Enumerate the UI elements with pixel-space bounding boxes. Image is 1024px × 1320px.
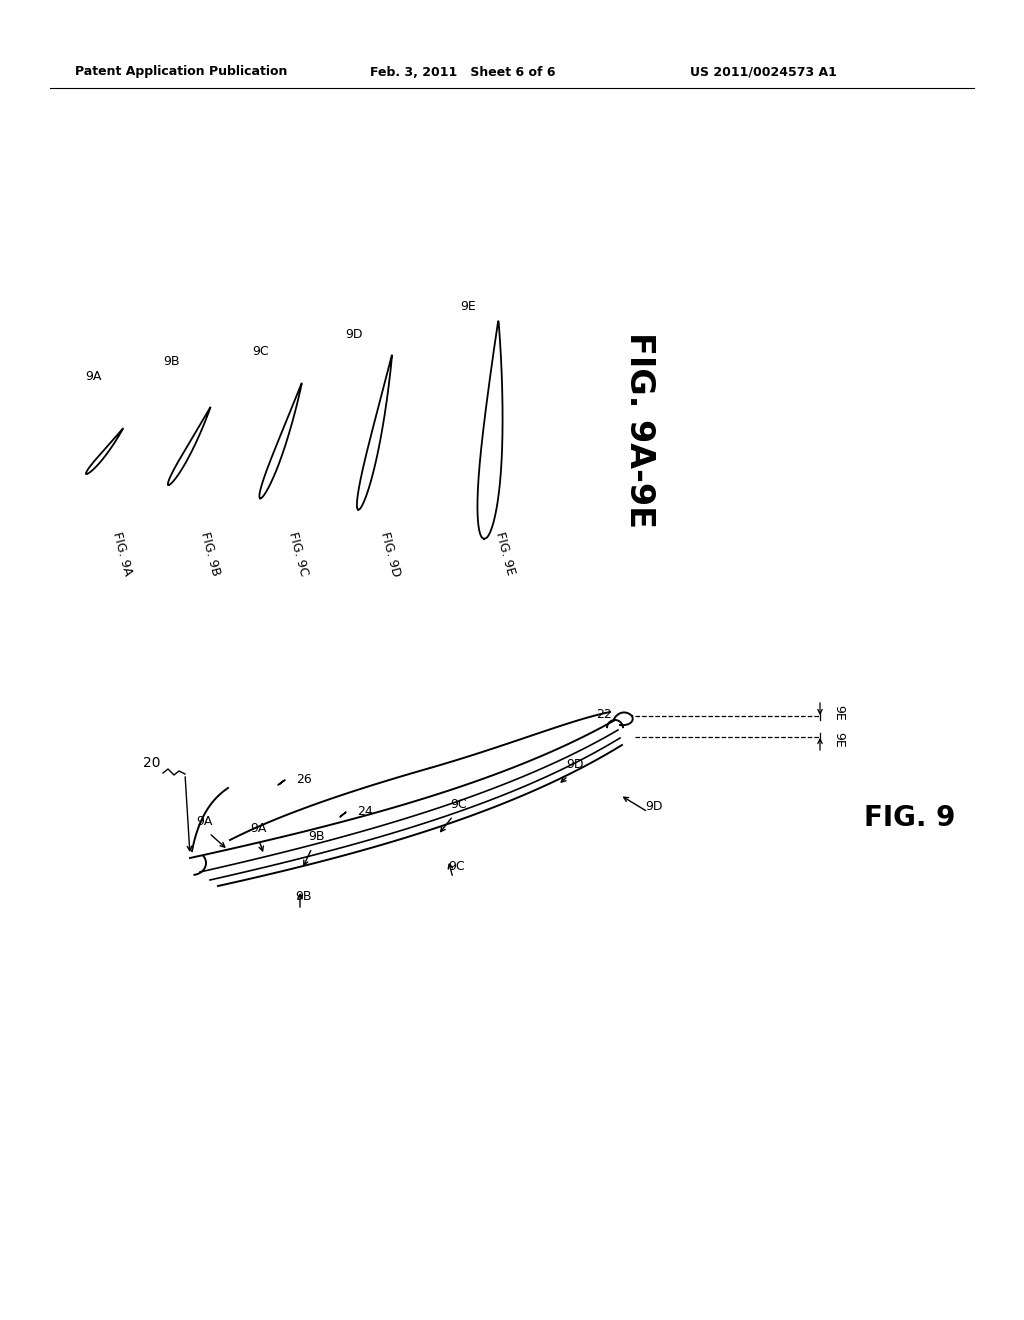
Text: Patent Application Publication: Patent Application Publication	[75, 66, 288, 78]
Text: FIG. 9A: FIG. 9A	[110, 531, 134, 577]
Text: 9B: 9B	[308, 830, 325, 843]
Text: FIG. 9D: FIG. 9D	[378, 531, 402, 578]
Text: Feb. 3, 2011   Sheet 6 of 6: Feb. 3, 2011 Sheet 6 of 6	[370, 66, 555, 78]
Text: 9C: 9C	[449, 861, 465, 873]
Text: 9A: 9A	[196, 814, 212, 828]
Text: 9E: 9E	[460, 300, 476, 313]
Text: 9E: 9E	[831, 705, 845, 721]
Text: FIG. 9B: FIG. 9B	[198, 531, 222, 577]
Text: FIG. 9C: FIG. 9C	[286, 531, 310, 577]
Text: 9B: 9B	[163, 355, 179, 368]
Text: 9C: 9C	[450, 799, 467, 810]
Text: 9D: 9D	[345, 327, 362, 341]
Text: 22: 22	[596, 708, 611, 721]
Text: US 2011/0024573 A1: US 2011/0024573 A1	[690, 66, 837, 78]
Text: 9E: 9E	[831, 733, 845, 748]
Text: FIG. 9: FIG. 9	[864, 804, 955, 832]
Text: 9B: 9B	[295, 890, 311, 903]
Text: 26: 26	[296, 774, 311, 785]
Text: FIG. 9A-9E: FIG. 9A-9E	[624, 333, 656, 528]
Text: FIG. 9E: FIG. 9E	[493, 531, 517, 576]
Text: 9A: 9A	[85, 370, 101, 383]
Text: 9D: 9D	[566, 758, 584, 771]
Text: 20: 20	[143, 756, 161, 770]
Text: 24: 24	[357, 805, 373, 818]
Text: 9A: 9A	[250, 822, 266, 836]
Text: 9D: 9D	[645, 800, 663, 813]
Text: 9C: 9C	[252, 345, 268, 358]
